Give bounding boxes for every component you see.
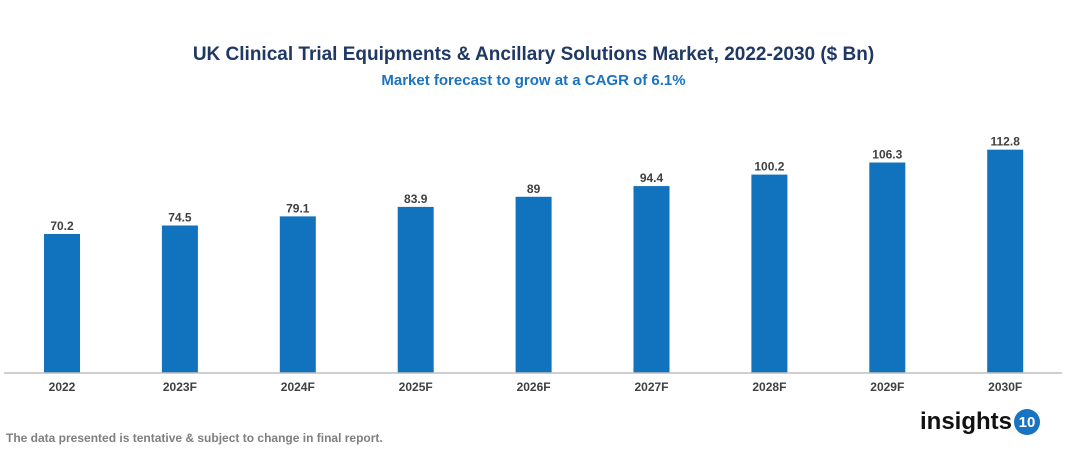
insights10-logo: insights 10 (920, 408, 1041, 436)
data-label: 94.4 (640, 171, 664, 185)
chart-subtitle: Market forecast to grow at a CAGR of 6.1… (381, 72, 686, 89)
bar (751, 174, 788, 373)
bar (633, 186, 670, 373)
data-label: 89 (527, 182, 541, 196)
x-tick-label: 2030F (988, 380, 1022, 394)
x-tick-label: 2023F (163, 380, 197, 394)
data-label: 83.9 (404, 192, 428, 206)
x-tick-label: 2025F (399, 380, 433, 394)
data-label: 106.3 (872, 148, 902, 162)
x-tick-label: 2028F (752, 380, 786, 394)
data-label: 79.1 (286, 201, 310, 215)
x-tick-label: 2022 (49, 380, 76, 394)
bar (987, 149, 1024, 373)
logo-badge: 10 (1014, 409, 1041, 435)
bar (515, 196, 552, 373)
data-label: 100.2 (754, 160, 784, 174)
chart-title: UK Clinical Trial Equipments & Ancillary… (192, 44, 875, 65)
data-label: 70.2 (50, 219, 74, 233)
data-label: 74.5 (168, 210, 192, 224)
x-tick-label: 2027F (634, 380, 668, 394)
x-tick-label: 2029F (870, 380, 904, 394)
x-tick-label: 2024F (281, 380, 315, 394)
bar (161, 225, 198, 373)
x-tick-label: 2026F (517, 380, 551, 394)
data-label: 112.8 (991, 135, 1021, 149)
bar (279, 216, 316, 373)
bar (869, 162, 906, 373)
logo-text: insights (920, 408, 1013, 435)
footnote: The data presented is tentative & subjec… (6, 431, 383, 445)
bar (44, 234, 80, 373)
bar (397, 206, 434, 373)
